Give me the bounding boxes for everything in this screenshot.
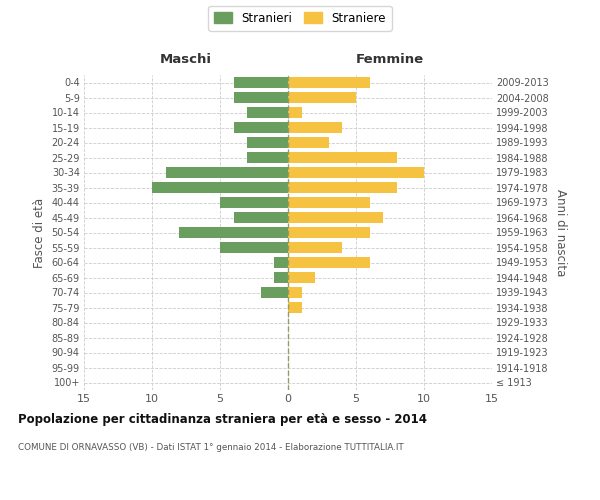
Bar [261,286,288,298]
Bar [288,182,397,194]
Bar [288,136,329,148]
Bar [233,122,288,134]
Bar [288,152,397,164]
Text: Popolazione per cittadinanza straniera per età e sesso - 2014: Popolazione per cittadinanza straniera p… [18,412,427,426]
Bar [247,152,288,164]
Bar [288,92,356,104]
Bar [179,226,288,238]
Bar [233,76,288,88]
Bar [288,226,370,238]
Bar [288,272,315,283]
Bar [247,106,288,118]
Bar [288,212,383,224]
Bar [233,92,288,104]
Bar [288,196,370,208]
Y-axis label: Anni di nascita: Anni di nascita [554,189,568,276]
Bar [288,242,343,254]
Bar [288,286,302,298]
Y-axis label: Fasce di età: Fasce di età [33,198,46,268]
Text: COMUNE DI ORNAVASSO (VB) - Dati ISTAT 1° gennaio 2014 - Elaborazione TUTTITALIA.: COMUNE DI ORNAVASSO (VB) - Dati ISTAT 1°… [18,442,404,452]
Text: Maschi: Maschi [160,52,212,66]
Bar [220,196,288,208]
Bar [166,166,288,178]
Bar [288,106,302,118]
Legend: Stranieri, Straniere: Stranieri, Straniere [208,6,392,30]
Bar [274,272,288,283]
Bar [288,76,370,88]
Bar [233,212,288,224]
Bar [288,302,302,314]
Bar [247,136,288,148]
Bar [288,256,370,268]
Bar [152,182,288,194]
Text: Femmine: Femmine [356,52,424,66]
Bar [288,166,424,178]
Bar [288,122,343,134]
Bar [220,242,288,254]
Bar [274,256,288,268]
